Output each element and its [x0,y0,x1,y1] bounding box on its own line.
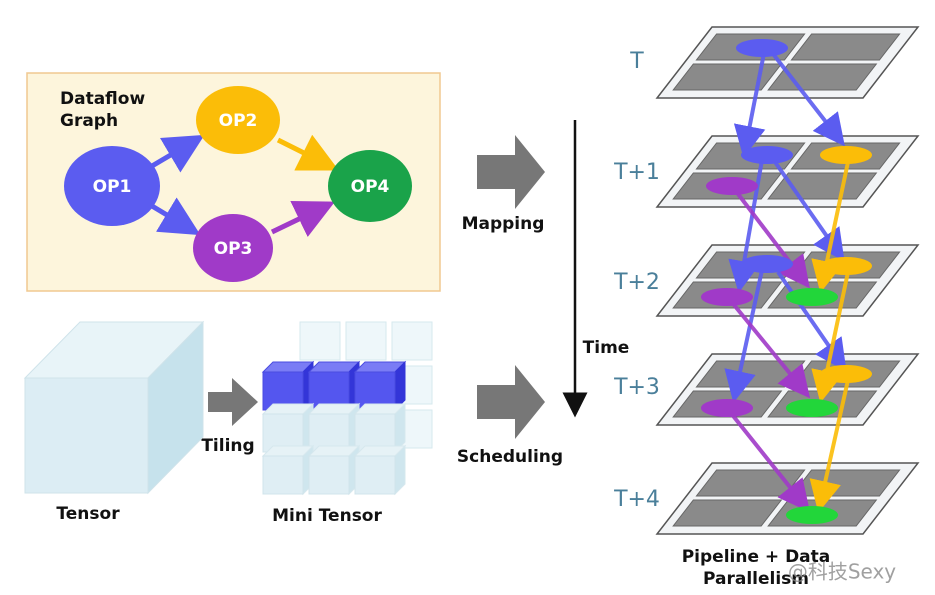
flow-arrow [728,298,811,399]
plane-cell [672,499,783,527]
mapping-label: Mapping [462,214,545,234]
flow-arrow [728,410,810,513]
op-instance [786,506,838,524]
edge [150,134,205,173]
scheduling-label: Scheduling [457,447,563,467]
time-plane [655,462,920,535]
flows [701,39,872,524]
mini-tensor-label: Mini Tensor [272,506,382,526]
op-instance [786,399,838,417]
step-label: T+4 [613,487,660,512]
mapping-arrow [477,135,545,209]
node-label: OP3 [214,239,253,259]
time-label: Time [583,338,630,358]
step-label: T [629,49,644,74]
flow-arrow [733,47,767,158]
op-instance [736,39,788,57]
edge [276,134,339,171]
plane-cell [790,33,901,61]
node [328,150,412,222]
mini-cube-back [345,321,387,361]
watermark: @科技Sexy [788,560,896,584]
op-instance [786,288,838,306]
flow-arrow [733,188,810,289]
edge [270,200,336,238]
node [193,214,273,282]
tensor [23,320,205,495]
op-instance [820,365,872,383]
step-label: T+3 [613,375,660,400]
pipeline [655,26,920,535]
op-instance [741,255,793,273]
node-label: OP2 [219,111,258,131]
op-instance [820,257,872,275]
node [64,146,160,226]
tiling-label: Tiling [201,436,254,456]
mini-cube-back [391,321,433,361]
op-instance [741,146,793,164]
tiling-arrow [208,378,258,426]
dataflow-graph: Dataflow Graph OP1 OP2 OP3 OP4 [26,72,441,292]
mini-cube [308,455,350,495]
time-plane [655,26,920,99]
graph-title: Graph [60,111,118,131]
graph-title: Dataflow [60,89,145,109]
op-instance [706,177,758,195]
plane-cell [672,63,783,91]
mini-tensor [261,321,433,496]
flow-arrow [768,48,845,147]
caption: Pipeline + Data [682,547,831,567]
step-label: T+1 [613,160,660,185]
op-instance [820,146,872,164]
caption: Parallelism [703,569,809,589]
scheduling-arrow [477,365,545,439]
flow-arrow [809,379,850,513]
tensor-label: Tensor [56,504,120,524]
mini-cube-back [299,321,341,361]
edge [150,197,201,236]
mini-cube [262,455,304,495]
time-plane [655,244,920,317]
node-label: OP4 [351,177,390,197]
step-label: T+2 [613,270,660,295]
op-instance [701,399,753,417]
mini-cube [354,455,396,495]
node-label: OP1 [93,177,132,197]
time-plane [655,353,920,426]
op-instance [701,288,753,306]
node [196,86,280,154]
flow-arrow [724,269,764,403]
time-plane [655,135,920,208]
flow-arrow [773,160,845,262]
